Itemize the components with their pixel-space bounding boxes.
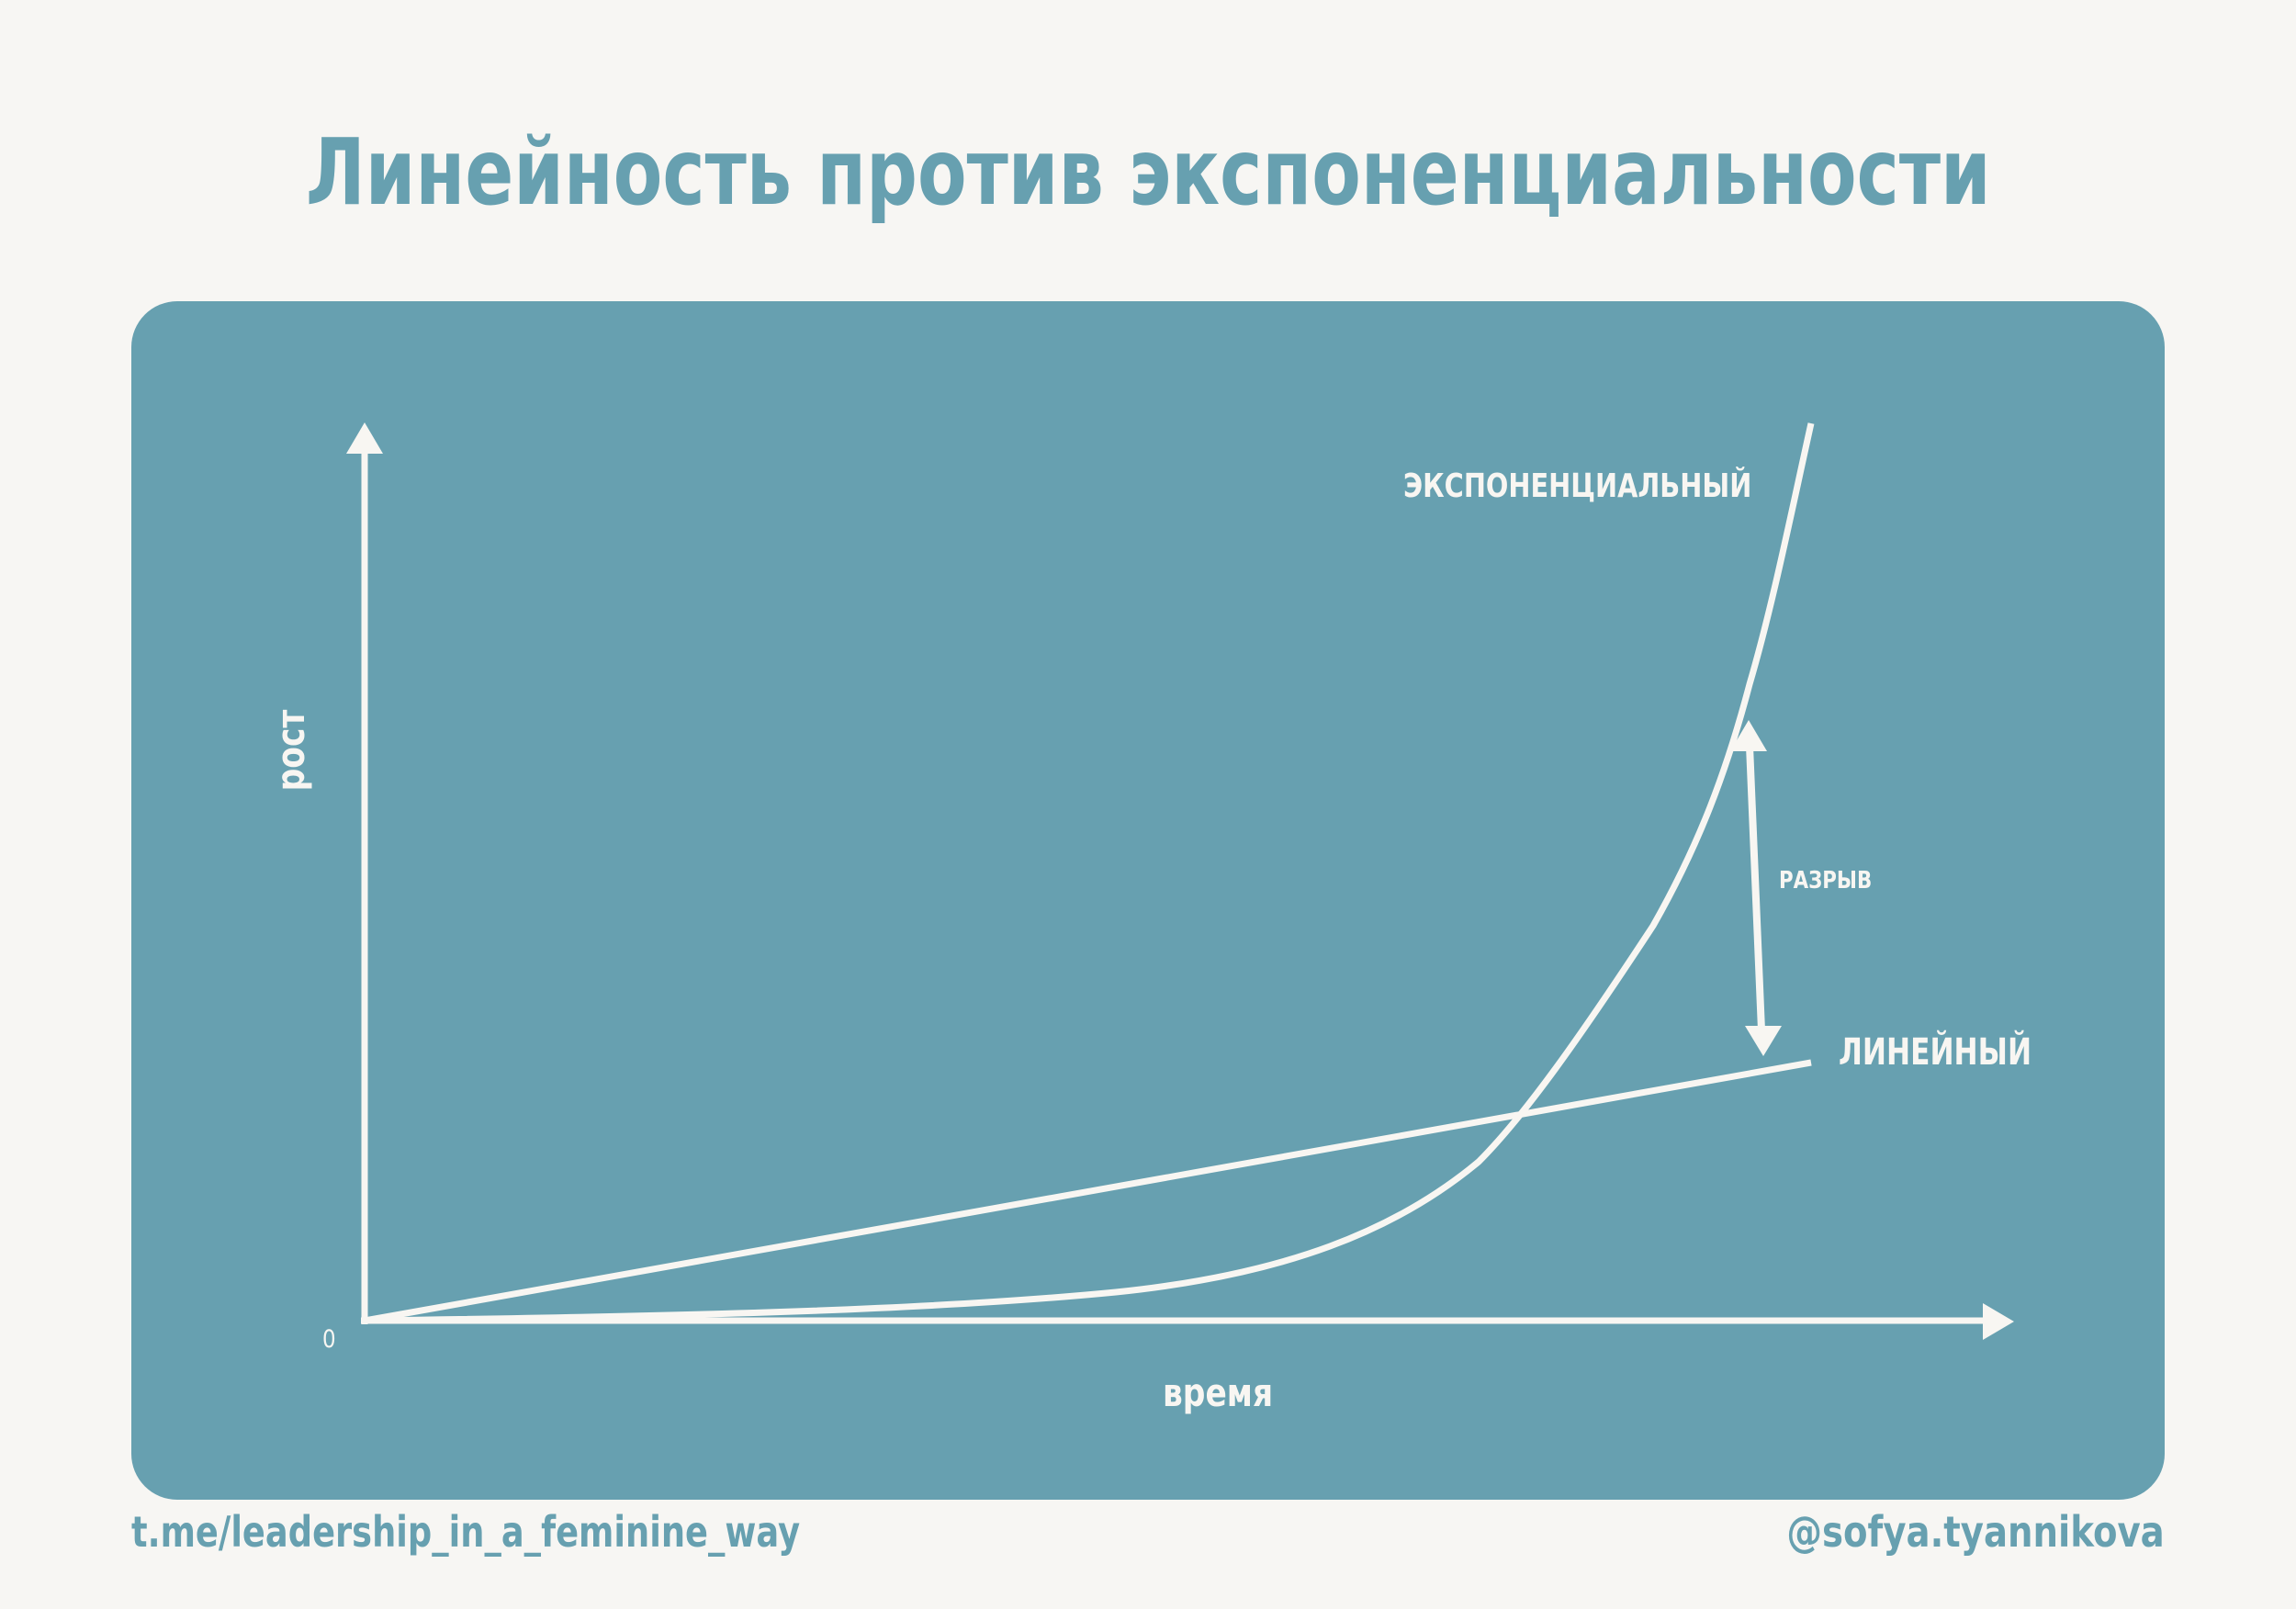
page-title: Линейность против экспоненциальности <box>306 118 1991 226</box>
gap-label: РАЗРЫВ <box>1779 867 1873 895</box>
y-axis-label: рост <box>268 709 313 792</box>
origin-label: 0 <box>322 1325 336 1354</box>
x-axis-label: время <box>1163 1370 1274 1415</box>
exponential-label: ЭКСПОНЕНЦИАЛЬНЫЙ <box>1403 467 1752 505</box>
linear-label: ЛИНЕЙНЫЙ <box>1839 1031 2032 1074</box>
chart-panel <box>131 301 2165 1500</box>
telegram-link[interactable]: t.me/leadership_in_a_feminine_way <box>131 1507 801 1557</box>
author-handle: @sofya.tyannikova <box>1786 1507 2165 1557</box>
